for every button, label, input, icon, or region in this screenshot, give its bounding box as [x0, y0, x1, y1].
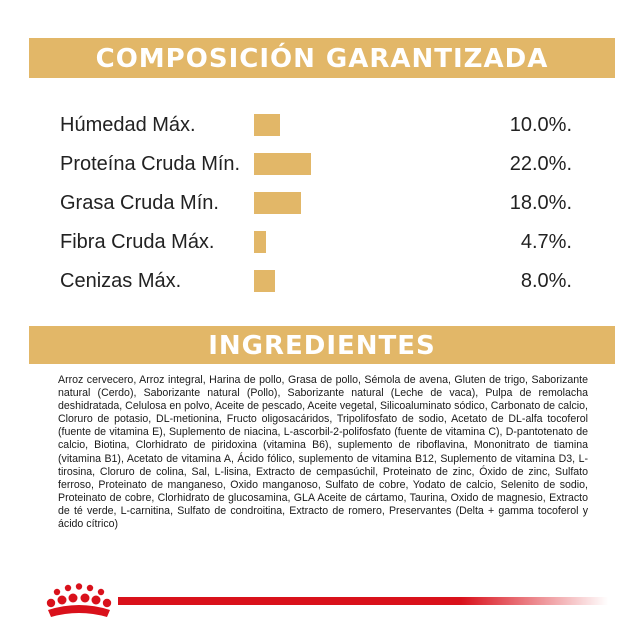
ingredients-title: INGREDIENTES [29, 326, 615, 364]
composition-row: Grasa Cruda Mín. 18.0%. [0, 190, 640, 216]
crown-logo-icon [46, 583, 112, 617]
composition-label: Proteína Cruda Mín. [60, 153, 241, 175]
composition-bar [254, 114, 280, 136]
composition-value: 4.7%. [520, 231, 572, 253]
composition-value: 18.0%. [509, 192, 572, 214]
ingredients-list: Arroz cervecero, Arroz integral, Harina … [58, 374, 588, 531]
composition-row: Fibra Cruda Máx. 4.7%. [0, 229, 640, 255]
composition-label: Fibra Cruda Máx. [60, 231, 215, 253]
composition-label: Húmedad Máx. [60, 114, 196, 136]
composition-row: Proteína Cruda Mín. 22.0%. [0, 151, 640, 177]
composition-bar [254, 231, 267, 253]
composition-bar [254, 153, 312, 175]
composition-value: 10.0%. [509, 114, 572, 136]
composition-bar [254, 192, 301, 214]
composition-row: Cenizas Máx. 8.0%. [0, 268, 640, 294]
composition-bar [254, 270, 275, 292]
composition-value: 22.0%. [509, 153, 572, 175]
composition-title: COMPOSICIÓN GARANTIZADA [29, 38, 615, 78]
composition-label: Grasa Cruda Mín. [60, 192, 219, 214]
composition-value: 8.0%. [520, 270, 572, 292]
brand-red-line [118, 597, 608, 605]
composition-row: Húmedad Máx. 10.0%. [0, 112, 640, 138]
composition-label: Cenizas Máx. [60, 270, 182, 292]
